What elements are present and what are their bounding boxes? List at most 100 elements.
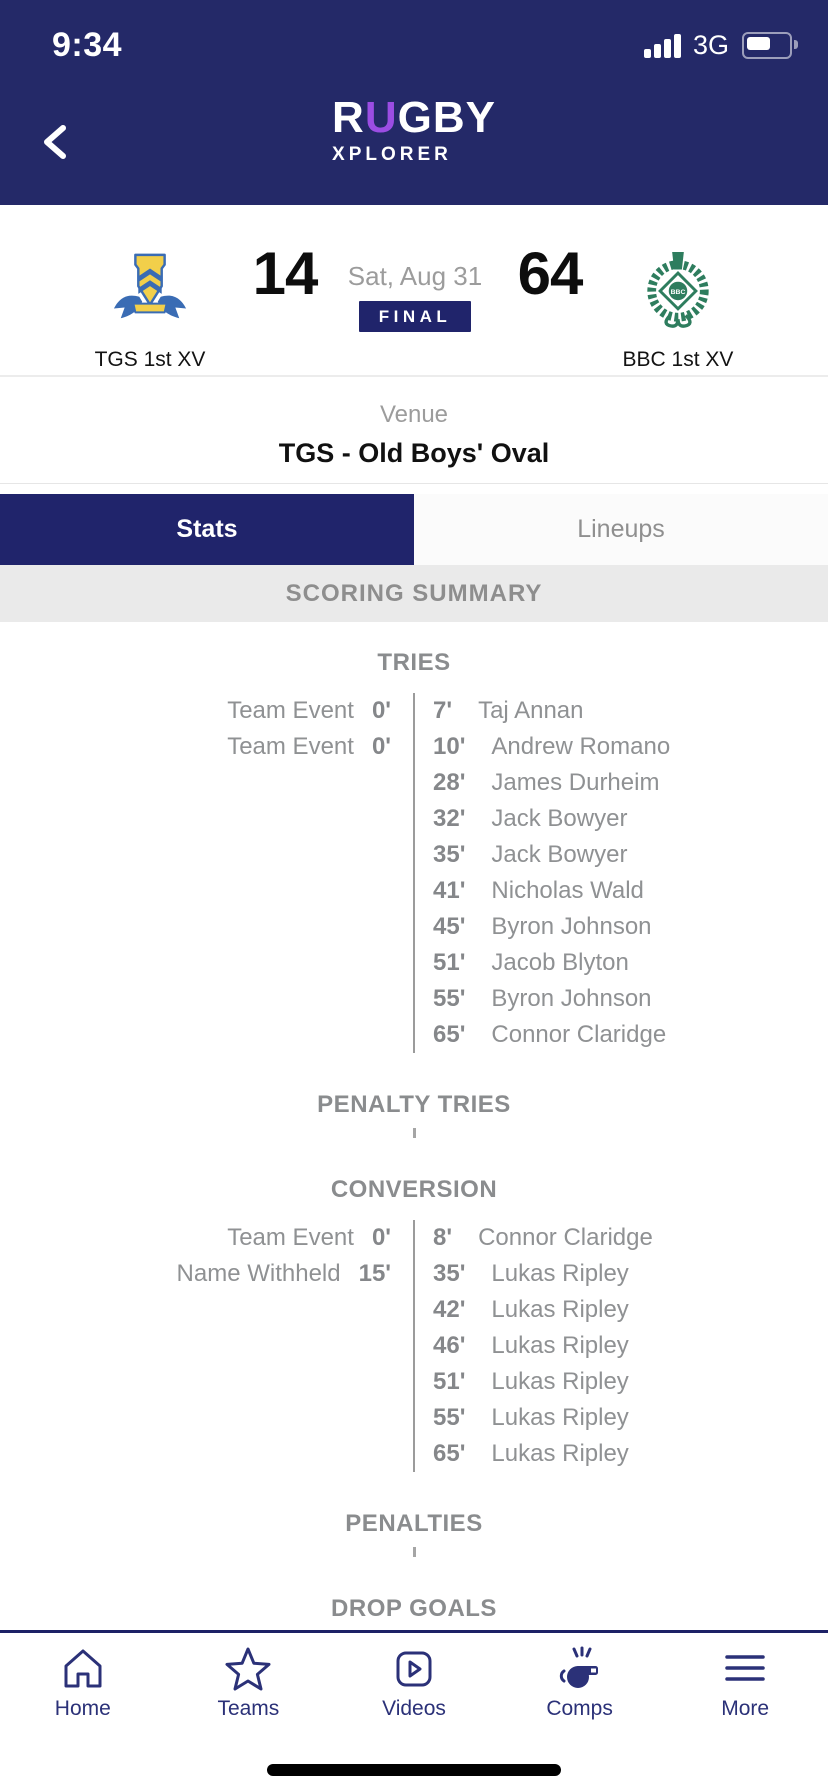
back-button[interactable] — [42, 124, 72, 160]
event-player: Taj Annan — [478, 697, 584, 724]
away-team[interactable]: BBC BBC 1st XV — [583, 250, 773, 371]
event-player: Lukas Ripley — [491, 1296, 629, 1323]
event-minute: 45' — [433, 913, 466, 940]
tab-lineups[interactable]: Lineups — [414, 494, 828, 565]
event-minute: 35' — [433, 841, 466, 868]
home-indicator[interactable] — [267, 1764, 561, 1776]
event-minute: 15' — [358, 1260, 391, 1287]
app-header: 9:34 3G RUGBY XPLORER — [0, 0, 828, 205]
section-columns: Team Event 0' Name Withheld 15' 8' Connor Cla… — [0, 1220, 828, 1472]
event-player: Andrew Romano — [491, 733, 671, 760]
scoring-section: CONVERSION Team Event 0' Name Withheld 15' 8'… — [0, 1176, 828, 1472]
section-title: DROP GOALS — [331, 1595, 497, 1622]
event-label: Team Event — [227, 733, 354, 760]
app-logo: RUGBY XPLORER — [0, 96, 828, 166]
match-date: Sat, Aug 31 — [347, 261, 483, 291]
event-minute: 28' — [433, 769, 466, 796]
away-event-row: 28' James Durheim — [433, 765, 828, 801]
tab-stats[interactable]: Stats — [0, 494, 414, 565]
venue-section: Venue TGS - Old Boys' Oval — [0, 377, 828, 484]
match-header: TGS 1st XV 14 Sat, Aug 31 FINAL 64 BBC B… — [0, 205, 828, 377]
empty-section-tick — [412, 1128, 416, 1138]
event-player: Lukas Ripley — [491, 1440, 629, 1467]
battery-icon — [742, 32, 798, 59]
home-events-column: Team Event 0' Name Withheld 15' — [0, 1220, 415, 1472]
event-player: Lukas Ripley — [491, 1332, 629, 1359]
nav-item-more[interactable]: More — [662, 1646, 828, 1792]
section-title: PENALTY TRIES — [317, 1091, 511, 1118]
away-event-row: 32' Jack Bowyer — [433, 801, 828, 837]
away-team-name: BBC 1st XV — [622, 348, 734, 371]
scoring-summary-header: SCORING SUMMARY — [0, 565, 828, 622]
event-minute: 0' — [371, 1224, 391, 1251]
home-event-row: Name Withheld 15' — [0, 1256, 391, 1292]
event-player: Jack Bowyer — [491, 805, 628, 832]
scoring-section: DROP GOALS — [0, 1595, 828, 1642]
whistle-icon — [559, 1646, 598, 1688]
away-events-column: 8' Connor Claridge 35' Lukas Ripley 42' Lukas… — [415, 1220, 828, 1472]
star-icon — [225, 1647, 271, 1691]
nav-item-home[interactable]: Home — [0, 1646, 166, 1792]
status-bar: 9:34 3G — [0, 0, 828, 65]
bbc-crest-icon: BBC — [647, 252, 709, 328]
home-event-row: Team Event 0' — [0, 729, 391, 765]
nav-item-comps[interactable]: Comps — [497, 1646, 663, 1792]
event-minute: 0' — [371, 733, 391, 760]
logo-wordmark: RUGBY — [332, 93, 496, 142]
event-minute: 10' — [433, 733, 466, 760]
event-player: Lukas Ripley — [491, 1368, 629, 1395]
event-player: Jack Bowyer — [491, 841, 628, 868]
scoring-section: PENALTIES — [0, 1510, 828, 1557]
event-minute: 42' — [433, 1296, 466, 1323]
away-event-row: 46' Lukas Ripley — [433, 1328, 828, 1364]
event-player: Byron Johnson — [491, 985, 652, 1012]
home-events-column: Team Event 0' Team Event 0' — [0, 693, 415, 1053]
event-minute: 46' — [433, 1332, 466, 1359]
tab-bar: Stats Lineups — [0, 494, 828, 565]
home-score: 14 — [252, 240, 319, 307]
event-minute: 0' — [371, 697, 391, 724]
svg-text:BBC: BBC — [671, 289, 686, 296]
status-icons: 3G — [643, 30, 798, 61]
video-icon — [396, 1651, 432, 1687]
status-time: 9:34 — [52, 26, 123, 64]
event-minute: 51' — [433, 949, 466, 976]
venue-name: TGS - Old Boys' Oval — [278, 438, 550, 468]
event-minute: 51' — [433, 1368, 466, 1395]
away-event-row: 35' Jack Bowyer — [433, 837, 828, 873]
home-team[interactable]: TGS 1st XV — [55, 250, 245, 371]
network-type: 3G — [692, 30, 729, 60]
away-event-row: 51' Lukas Ripley — [433, 1364, 828, 1400]
nav-item-teams[interactable]: Teams — [166, 1646, 332, 1792]
event-player: Lukas Ripley — [491, 1260, 629, 1287]
nav-label: More — [721, 1697, 770, 1720]
event-minute: 41' — [433, 877, 466, 904]
event-label: Team Event — [227, 1224, 354, 1251]
nav-label: Home — [54, 1697, 111, 1720]
home-team-name: TGS 1st XV — [94, 348, 206, 371]
nav-label: Comps — [546, 1697, 613, 1720]
menu-icon — [725, 1655, 765, 1681]
away-event-row: 51' Jacob Blyton — [433, 945, 828, 981]
event-label: Name Withheld — [176, 1260, 341, 1287]
home-event-row: Team Event 0' — [0, 1220, 391, 1256]
event-minute: 65' — [433, 1021, 466, 1048]
nav-item-videos[interactable]: Videos — [331, 1646, 497, 1792]
event-minute: 7' — [433, 697, 453, 724]
scoring-section: TRIES Team Event 0' Team Event 0' 7' Taj Annan… — [0, 649, 828, 1053]
away-event-row: 41' Nicholas Wald — [433, 873, 828, 909]
tgs-crest-icon — [113, 253, 187, 319]
away-event-row: 35' Lukas Ripley — [433, 1256, 828, 1292]
match-status-badge: FINAL — [359, 301, 471, 332]
event-player: Lukas Ripley — [491, 1404, 629, 1431]
away-event-row: 42' Lukas Ripley — [433, 1292, 828, 1328]
away-event-row: 65' Connor Claridge — [433, 1017, 828, 1053]
logo-subtitle: XPLORER — [332, 144, 452, 165]
event-minute: 35' — [433, 1260, 466, 1287]
event-player: Byron Johnson — [491, 913, 652, 940]
away-event-row: 65' Lukas Ripley — [433, 1436, 828, 1472]
event-minute: 8' — [433, 1224, 453, 1251]
signal-strength-icon — [643, 33, 681, 58]
away-score: 64 — [517, 240, 584, 307]
bottom-nav: Home Teams Videos Co — [0, 1630, 828, 1792]
